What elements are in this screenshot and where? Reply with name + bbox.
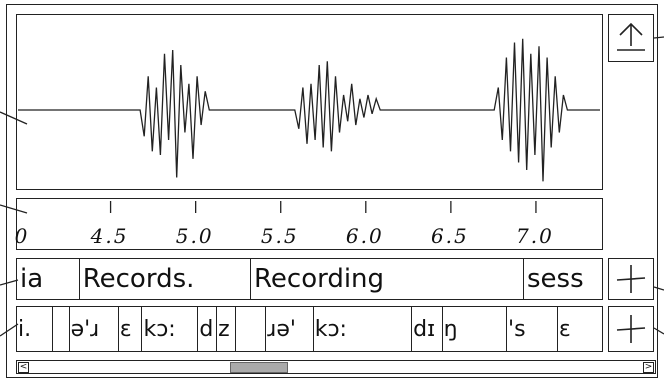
- scroll-thumb[interactable]: [229, 362, 288, 373]
- timeline-tick-label: 6.5: [430, 224, 469, 248]
- timeline-tick-label: 6.0: [345, 224, 384, 248]
- phone-interval[interactable]: z: [217, 307, 236, 351]
- phone-interval[interactable]: ə'ɹ: [70, 307, 119, 351]
- timeline-tick-label: 5.0: [175, 224, 214, 248]
- phone-tier-zoom-button[interactable]: [608, 306, 654, 352]
- phone-interval[interactable]: ŋ: [443, 307, 508, 351]
- phone-tier[interactable]: i. ə'ɹ ɛ kɔ: d z ɹə' kɔ: dɪ ŋ's ɛ: [16, 306, 603, 352]
- scroll-left-button[interactable]: <: [18, 362, 29, 373]
- word-tier[interactable]: ia Records. Recording sess: [16, 258, 603, 300]
- timeline-ruler[interactable]: [16, 198, 603, 250]
- upload-arrow-icon: [617, 22, 645, 51]
- timeline-tick-label: 7.0: [516, 224, 554, 248]
- phone-interval[interactable]: ɹə': [266, 307, 314, 351]
- word-tier-zoom-button[interactable]: [608, 258, 654, 300]
- plus-icon: [616, 315, 646, 343]
- timeline-tick-label: 5.5: [260, 224, 299, 248]
- phone-interval[interactable]: ɛ: [558, 316, 571, 342]
- waveform-panel[interactable]: [16, 14, 603, 190]
- phone-interval[interactable]: [236, 307, 267, 351]
- word-interval[interactable]: Recording: [251, 259, 524, 299]
- phone-interval[interactable]: dɪ: [412, 307, 443, 351]
- horizontal-scrollbar[interactable]: < >: [16, 360, 656, 374]
- word-interval[interactable]: sess: [527, 264, 584, 294]
- phone-interval[interactable]: [53, 307, 70, 351]
- phone-interval[interactable]: kɔ:: [142, 307, 199, 351]
- export-button[interactable]: [608, 14, 654, 62]
- phone-interval[interactable]: ɛ: [119, 307, 143, 351]
- waveform-plot: [18, 38, 600, 182]
- scroll-right-button[interactable]: >: [643, 362, 654, 373]
- waveform-line: [18, 38, 600, 182]
- timeline-ticks: [109, 201, 537, 213]
- editor-frame: [6, 4, 658, 378]
- timeline-tick-label: 4.5: [90, 224, 129, 248]
- phone-interval[interactable]: kɔ:: [314, 307, 413, 351]
- phone-interval[interactable]: i.: [17, 307, 53, 351]
- phone-interval[interactable]: 's: [507, 307, 558, 351]
- word-interval[interactable]: Records.: [80, 259, 251, 299]
- word-interval[interactable]: ia: [17, 259, 80, 299]
- timeline-tick-label: 0: [14, 224, 30, 248]
- phone-interval[interactable]: d: [198, 307, 218, 351]
- plus-icon: [616, 265, 646, 293]
